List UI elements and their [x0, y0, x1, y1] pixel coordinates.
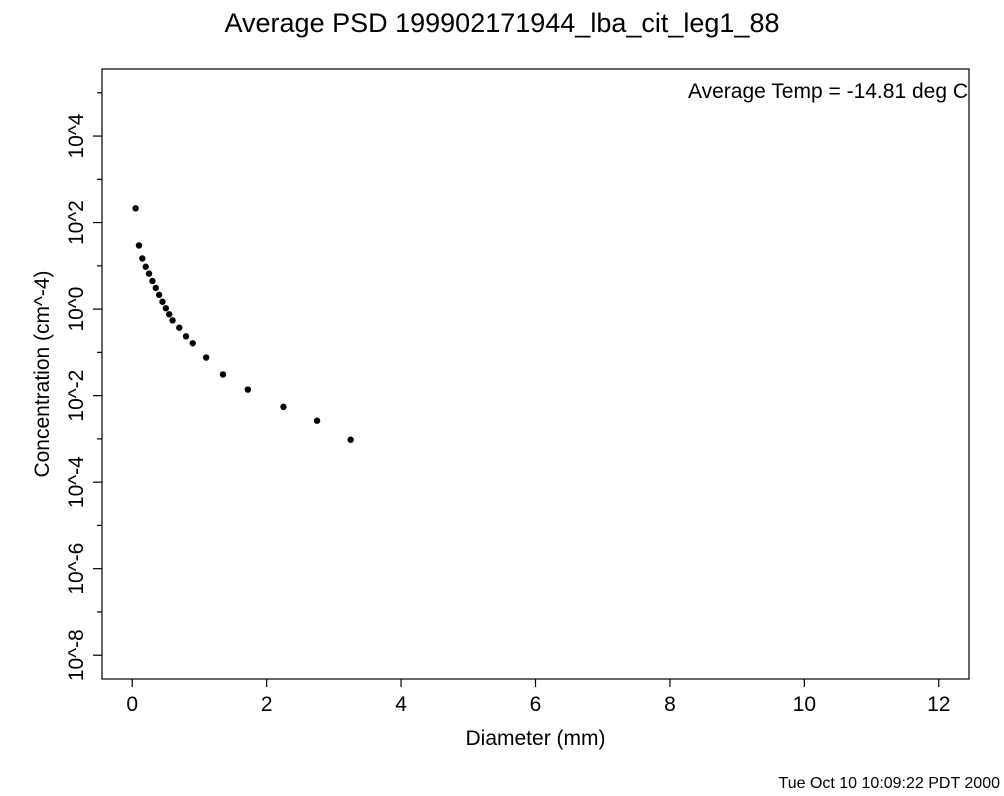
x-tick-label: 2 [261, 693, 273, 716]
data-point [219, 371, 227, 378]
data-point [313, 417, 321, 424]
chart-title: Average PSD 199902171944_lba_cit_leg1_88 [224, 8, 780, 38]
y-tick-label: 10^-2 [65, 370, 88, 422]
y-axis-label: Concentration (cm^-4) [31, 270, 54, 478]
x-tick-label: 4 [395, 693, 407, 716]
data-point [347, 436, 354, 443]
x-tick-label: 12 [927, 693, 950, 716]
y-tick-label: 10^4 [65, 113, 88, 158]
data-point [182, 333, 190, 340]
data-point [139, 255, 146, 262]
data-point [169, 317, 176, 324]
y-tick-label: 10^-8 [65, 629, 88, 681]
x-tick-label: 8 [664, 693, 676, 716]
data-point [152, 284, 159, 292]
x-tick-label: 0 [126, 693, 138, 716]
data-point [189, 340, 196, 347]
data-point [142, 263, 149, 270]
data-point [149, 277, 156, 285]
data-point [176, 324, 183, 331]
data-point [145, 270, 153, 277]
x-axis-label: Diameter (mm) [465, 727, 606, 750]
data-point [280, 403, 287, 411]
data-point [159, 298, 166, 305]
y-tick-label: 10^0 [65, 287, 88, 332]
x-axis-ticks: 0 2 4 6 8 10 12 [126, 679, 950, 716]
y-tick-label: 10^2 [65, 200, 88, 245]
x-tick-label: 6 [530, 693, 542, 716]
y-tick-label: 10^-4 [65, 456, 88, 508]
data-point [162, 305, 170, 312]
x-tick-label: 10 [793, 693, 816, 716]
timestamp: Tue Oct 10 10:09:22 PDT 2000 [778, 775, 1000, 792]
data-point [132, 205, 139, 212]
data-points [132, 205, 354, 443]
data-point [135, 242, 143, 249]
y-tick-label: 10^-6 [65, 543, 88, 595]
data-point [166, 311, 173, 318]
y-axis-ticks: 10^-8 10^-6 10^-4 10^-2 10^0 10^2 10^4 [65, 92, 102, 681]
data-point [244, 386, 252, 393]
plot-frame [101, 68, 970, 680]
data-point [202, 354, 210, 361]
average-temp-annotation: Average Temp = -14.81 deg C [688, 80, 968, 103]
data-point [155, 291, 163, 299]
